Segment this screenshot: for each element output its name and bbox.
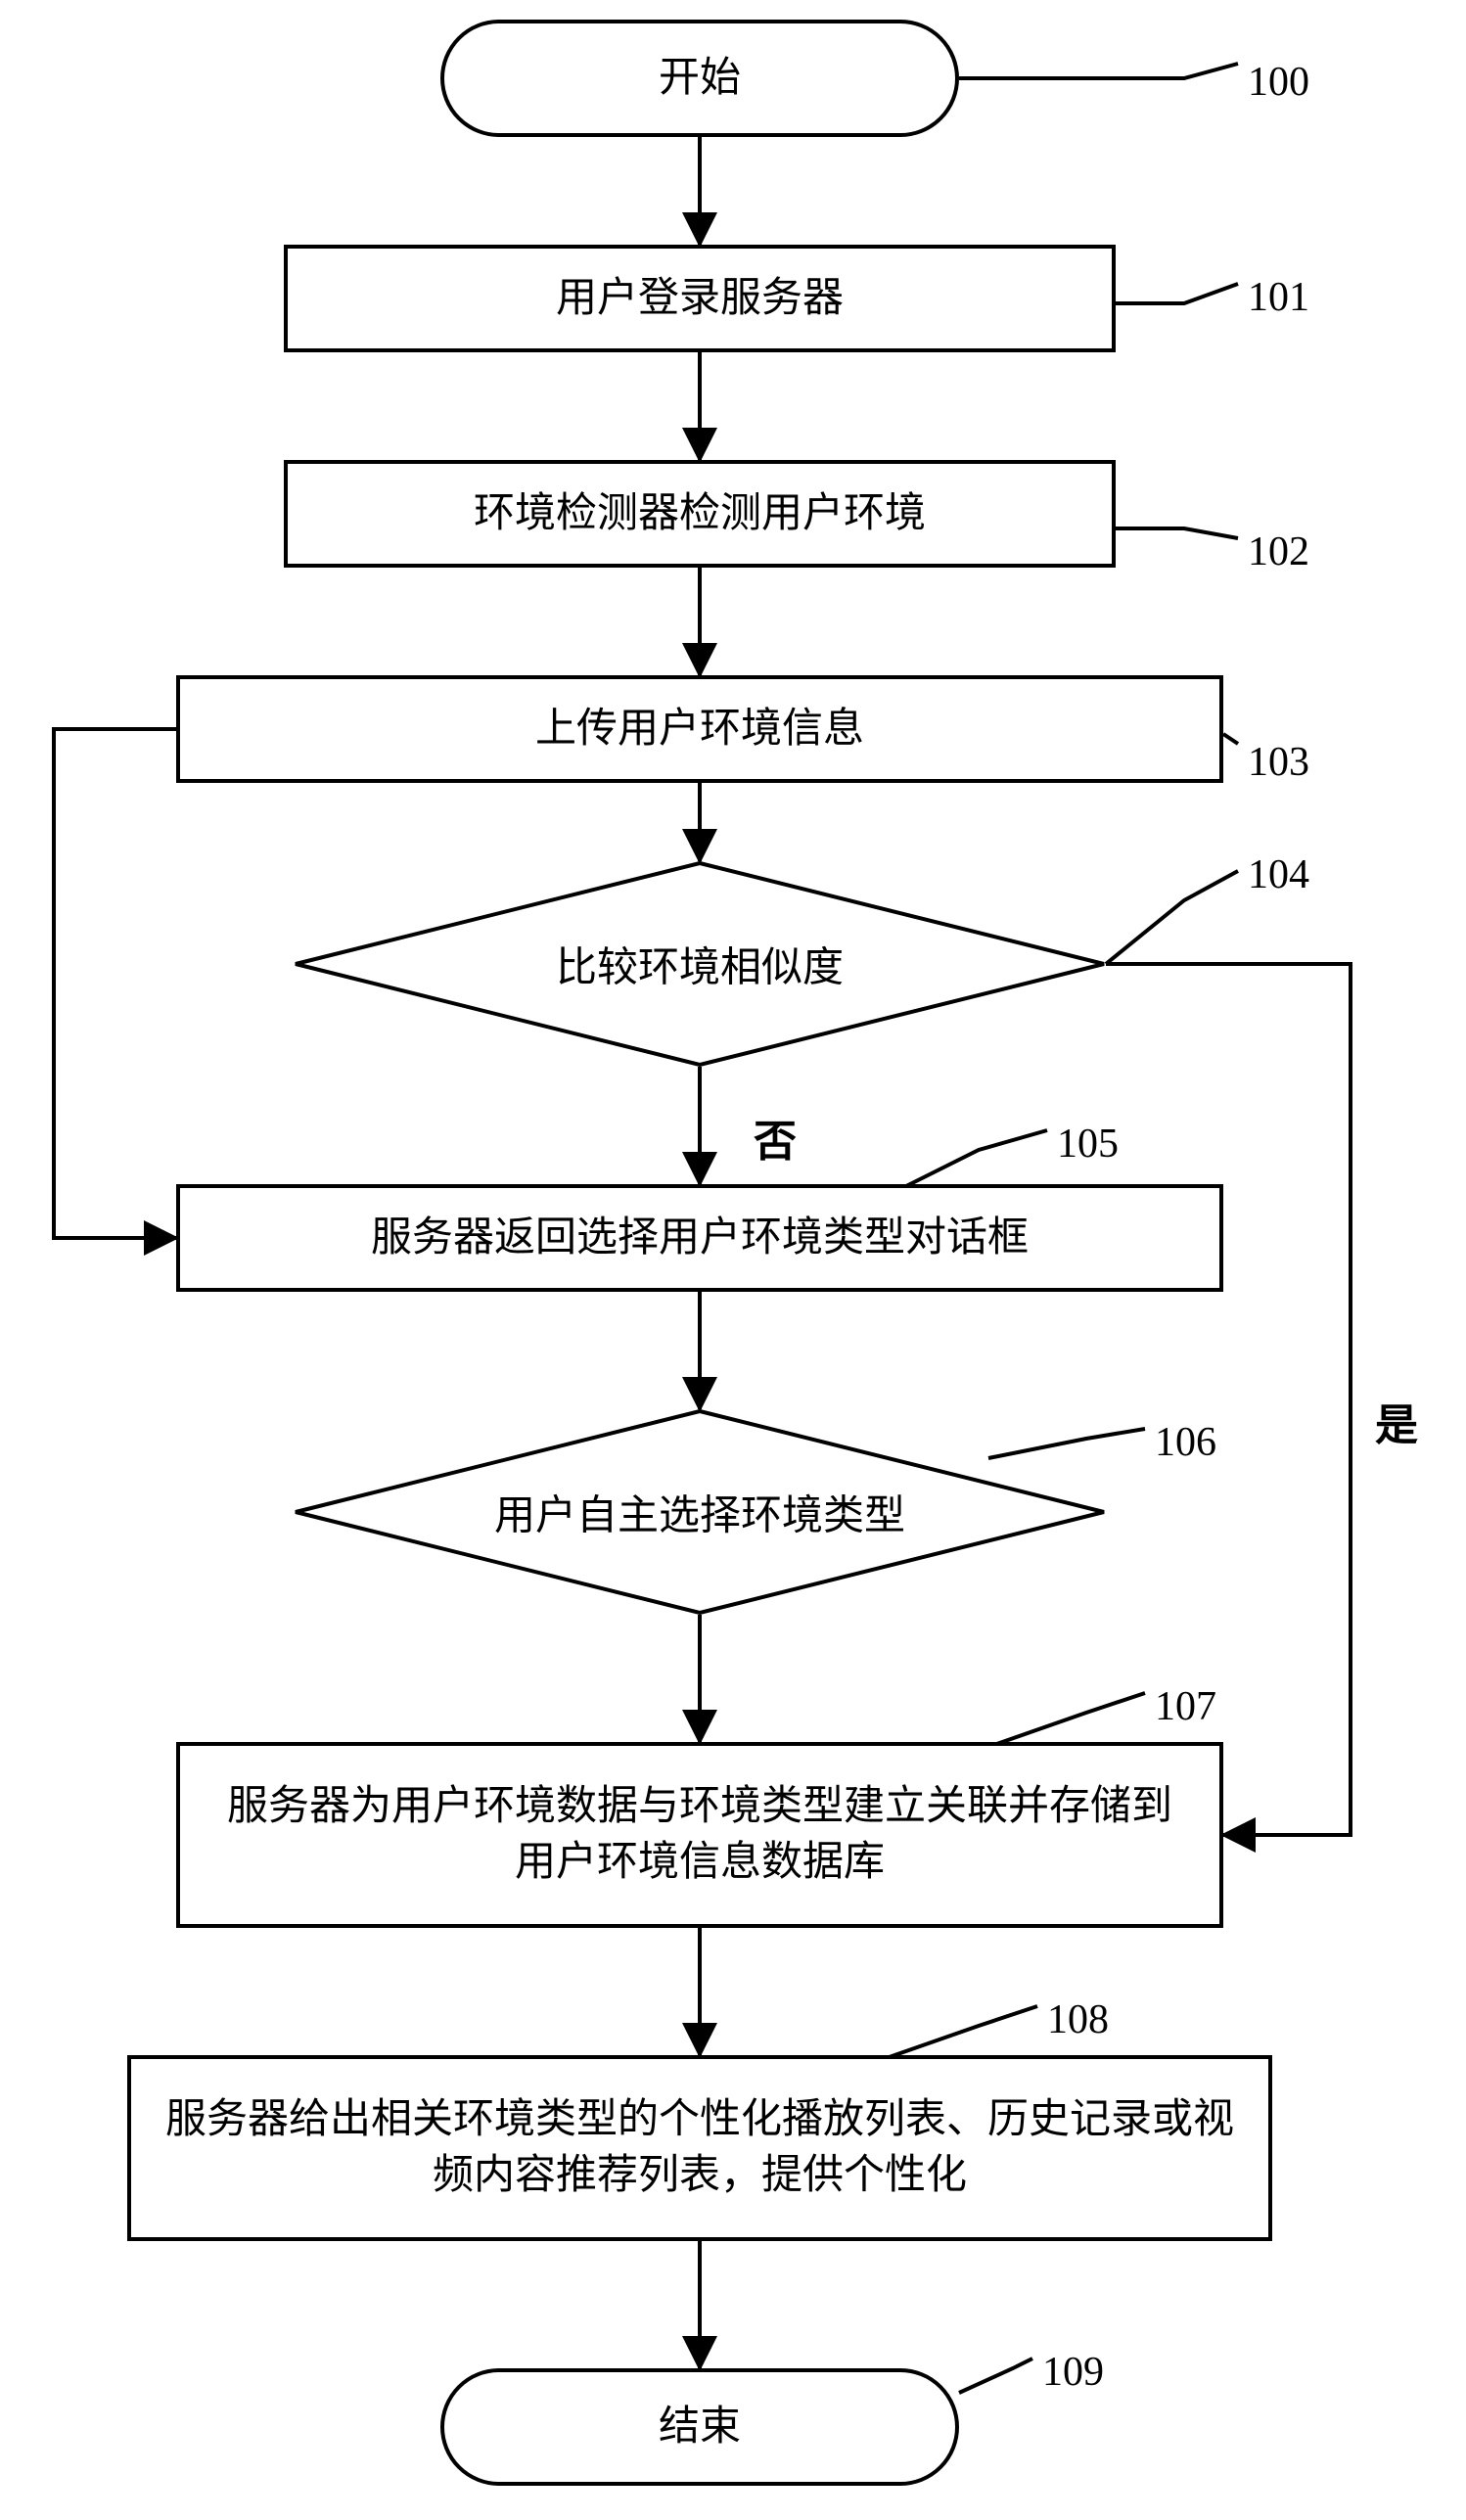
callout-leader bbox=[988, 1693, 1145, 1747]
node-label: 环境检测器检测用户环境 bbox=[474, 486, 926, 542]
node-label: 服务器给出相关环境类型的个性化播放列表、历史记录或视频内容推荐列表，提供个性化 bbox=[160, 2092, 1239, 2203]
node-109: 结束 bbox=[440, 2368, 959, 2486]
callout-leader bbox=[881, 2006, 1037, 2060]
callout-leader bbox=[959, 64, 1238, 78]
callout-101: 101 bbox=[1248, 274, 1309, 321]
callout-leader bbox=[1116, 528, 1238, 538]
node-106: 用户自主选择环境类型 bbox=[294, 1409, 1106, 1615]
node-105: 服务器返回选择用户环境类型对话框 bbox=[176, 1184, 1223, 1292]
edge-label: 否 bbox=[754, 1106, 797, 1168]
edge-label: 是 bbox=[1375, 1390, 1418, 1452]
callout-leader bbox=[900, 1130, 1047, 1189]
node-label: 用户登录服务器 bbox=[556, 271, 844, 327]
node-label: 开始 bbox=[659, 51, 741, 107]
node-107: 服务器为用户环境数据与环境类型建立关联并存储到用户环境信息数据库 bbox=[176, 1742, 1223, 1928]
callout-100: 100 bbox=[1248, 59, 1309, 106]
node-104: 比较环境相似度 bbox=[294, 861, 1106, 1067]
node-label: 用户自主选择环境类型 bbox=[494, 1483, 905, 1542]
edge bbox=[54, 729, 176, 1238]
callout-105: 105 bbox=[1057, 1121, 1119, 1168]
edge bbox=[1106, 964, 1351, 1835]
node-label: 服务器为用户环境数据与环境类型建立关联并存储到用户环境信息数据库 bbox=[209, 1779, 1190, 1890]
flowchart-canvas: 否是 100 101 102 103 104 105 106 107 108 109 开始用户登录服务… bbox=[0, 0, 1466, 2520]
callout-leader bbox=[1116, 284, 1238, 303]
callout-107: 107 bbox=[1155, 1683, 1216, 1730]
node-108: 服务器给出相关环境类型的个性化播放列表、历史记录或视频内容推荐列表，提供个性化 bbox=[127, 2055, 1272, 2241]
node-label: 结束 bbox=[659, 2400, 741, 2455]
callout-109: 109 bbox=[1042, 2349, 1104, 2396]
node-100: 开始 bbox=[440, 20, 959, 137]
callout-102: 102 bbox=[1248, 528, 1309, 575]
node-103: 上传用户环境信息 bbox=[176, 675, 1223, 783]
node-101: 用户登录服务器 bbox=[284, 245, 1116, 352]
callout-leader bbox=[1106, 871, 1238, 964]
callout-106: 106 bbox=[1155, 1419, 1216, 1466]
callout-leader bbox=[959, 2359, 1032, 2393]
node-label: 服务器返回选择用户环境类型对话框 bbox=[371, 1211, 1029, 1266]
callout-108: 108 bbox=[1047, 1996, 1109, 2043]
callout-leader bbox=[1223, 734, 1238, 744]
node-label: 比较环境相似度 bbox=[556, 935, 844, 994]
node-102: 环境检测器检测用户环境 bbox=[284, 460, 1116, 568]
callout-103: 103 bbox=[1248, 739, 1309, 786]
callout-104: 104 bbox=[1248, 851, 1309, 898]
node-label: 上传用户环境信息 bbox=[535, 702, 864, 757]
